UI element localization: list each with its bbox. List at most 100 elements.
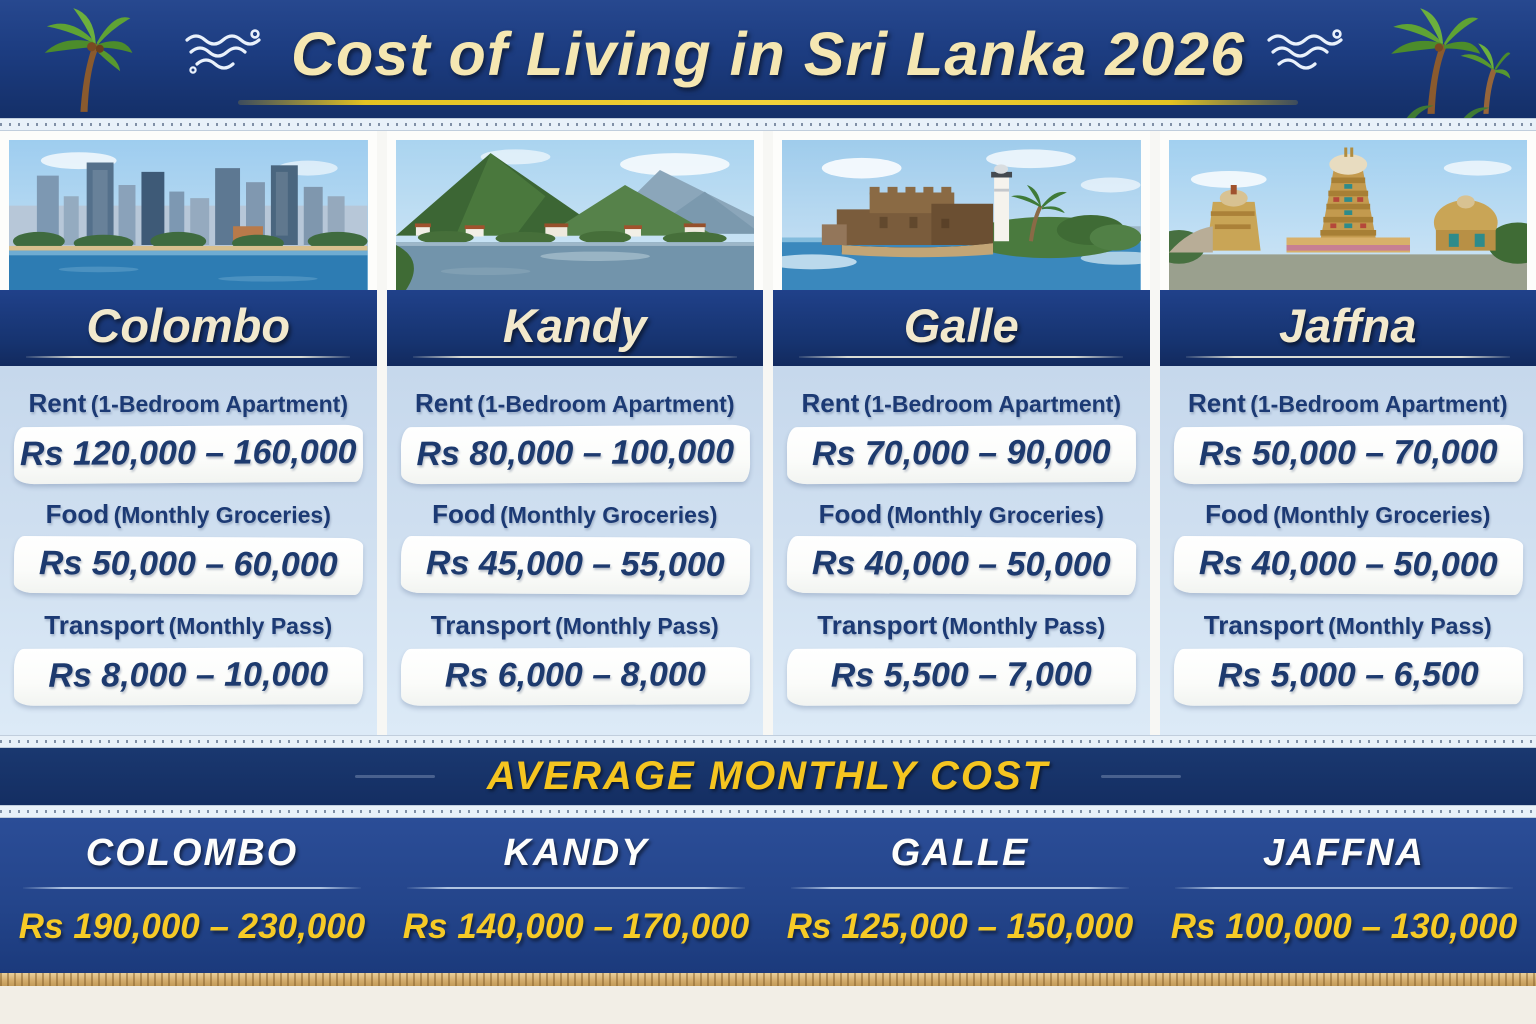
summary-cell-colombo: COLOMBO Rs 190,000 – 230,000 bbox=[0, 832, 384, 947]
stitch-divider-mid-2 bbox=[0, 805, 1536, 818]
cost-sublabel: (Monthly Groceries) bbox=[1273, 502, 1491, 528]
cost-sublabel: (1-Bedroom Apartment) bbox=[90, 391, 348, 417]
cost-sublabel: (Monthly Pass) bbox=[1328, 613, 1492, 639]
value-stripe: Rs 8,000 – 10,000 bbox=[13, 647, 363, 706]
cost-value: Rs 80,000 – 100,000 bbox=[415, 432, 734, 474]
cost-item-transport: Transport (Monthly Pass) Rs 5,500 – 7,00… bbox=[781, 610, 1142, 706]
cost-value: Rs 120,000 – 160,000 bbox=[19, 432, 357, 474]
cost-item-rent: Rent (1-Bedroom Apartment) Rs 120,000 – … bbox=[8, 388, 369, 485]
city-name-kandy: Kandy bbox=[502, 298, 647, 352]
galle-costs: Rent (1-Bedroom Apartment) Rs 70,000 – 9… bbox=[773, 366, 1150, 735]
galle-photo bbox=[782, 140, 1141, 290]
cost-sublabel: (1-Bedroom Apartment) bbox=[863, 391, 1121, 417]
kandy-costs: Rent (1-Bedroom Apartment) Rs 80,000 – 1… bbox=[386, 366, 763, 735]
cost-label: Food bbox=[432, 499, 496, 529]
waves-right-icon bbox=[1267, 29, 1343, 70]
cost-value: Rs 6,000 – 8,000 bbox=[444, 655, 706, 695]
cost-label-line: Transport (Monthly Pass) bbox=[395, 610, 756, 641]
summary-value: Rs 100,000 – 130,000 bbox=[1170, 907, 1518, 946]
value-stripe: Rs 80,000 – 100,000 bbox=[400, 424, 750, 485]
cost-sublabel: (Monthly Pass) bbox=[168, 613, 333, 639]
summary-value: Rs 125,000 – 150,000 bbox=[786, 907, 1134, 946]
cost-label-line: Food (Monthly Groceries) bbox=[781, 499, 1142, 530]
cost-item-transport: Transport (Monthly Pass) Rs 5,000 – 6,50… bbox=[1168, 610, 1529, 706]
cost-label: Transport bbox=[44, 610, 165, 640]
cost-label-line: Rent (1-Bedroom Apartment) bbox=[395, 388, 756, 419]
cost-label-line: Transport (Monthly Pass) bbox=[1168, 610, 1529, 641]
cost-label: Transport bbox=[430, 610, 551, 640]
summary-cell-galle: GALLE Rs 125,000 – 150,000 bbox=[768, 832, 1152, 947]
cost-sublabel: (Monthly Groceries) bbox=[886, 502, 1104, 528]
cost-value: Rs 50,000 – 60,000 bbox=[38, 544, 338, 584]
kandy-photo bbox=[395, 140, 754, 290]
cost-value: Rs 40,000 – 50,000 bbox=[811, 544, 1111, 584]
value-stripe: Rs 45,000 – 55,000 bbox=[400, 535, 750, 596]
header-banner: Cost of Living in Sri Lanka 2026 bbox=[0, 0, 1536, 118]
jaffna-costs: Rent (1-Bedroom Apartment) Rs 50,000 – 7… bbox=[1159, 366, 1536, 735]
value-stripe: Rs 70,000 – 90,000 bbox=[786, 424, 1136, 485]
city-name-band: Jaffna bbox=[1159, 290, 1536, 366]
cost-label: Rent bbox=[801, 388, 860, 418]
cost-label-line: Food (Monthly Groceries) bbox=[395, 499, 756, 530]
cost-value: Rs 70,000 – 90,000 bbox=[811, 432, 1111, 474]
cost-sublabel: (Monthly Pass) bbox=[555, 613, 719, 639]
value-stripe: Rs 50,000 – 70,000 bbox=[1173, 424, 1523, 485]
title-underline bbox=[238, 100, 1298, 105]
palm-trees-right-icon bbox=[1391, 8, 1511, 118]
summary-cell-kandy: KANDY Rs 140,000 – 170,000 bbox=[384, 832, 768, 947]
cost-label: Rent bbox=[414, 388, 473, 418]
gold-trim-border bbox=[0, 973, 1536, 986]
city-card-colombo: Colombo Rent (1-Bedroom Apartment) Rs 12… bbox=[0, 131, 377, 735]
colombo-costs: Rent (1-Bedroom Apartment) Rs 120,000 – … bbox=[0, 366, 377, 735]
cost-sublabel: (1-Bedroom Apartment) bbox=[477, 391, 735, 417]
summary-underline bbox=[1175, 887, 1513, 889]
cost-sublabel: (Monthly Pass) bbox=[941, 613, 1106, 639]
city-card-galle: Galle Rent (1-Bedroom Apartment) Rs 70,0… bbox=[773, 131, 1150, 735]
title-dash-left bbox=[354, 775, 435, 778]
jaffna-photo bbox=[1168, 140, 1527, 290]
cost-item-food: Food (Monthly Groceries) Rs 45,000 – 55,… bbox=[395, 499, 756, 596]
summary-value: Rs 190,000 – 230,000 bbox=[18, 907, 366, 946]
cost-value: Rs 8,000 – 10,000 bbox=[48, 655, 329, 695]
cost-label-line: Food (Monthly Groceries) bbox=[1168, 499, 1529, 530]
city-cards-row: Colombo Rent (1-Bedroom Apartment) Rs 12… bbox=[0, 131, 1536, 735]
cost-label-line: Transport (Monthly Pass) bbox=[781, 610, 1142, 641]
stitch-divider-mid-1 bbox=[0, 735, 1536, 748]
cost-label: Rent bbox=[1187, 388, 1246, 418]
cost-label: Food bbox=[818, 499, 883, 529]
summary-city-name: GALLE bbox=[890, 832, 1030, 874]
cost-item-rent: Rent (1-Bedroom Apartment) Rs 50,000 – 7… bbox=[1168, 388, 1529, 485]
stitch-divider-top bbox=[0, 118, 1536, 131]
summary-cell-jaffna: JAFFNA Rs 100,000 – 130,000 bbox=[1152, 832, 1536, 947]
cost-value: Rs 50,000 – 70,000 bbox=[1198, 432, 1498, 474]
cost-sublabel: (1-Bedroom Apartment) bbox=[1250, 391, 1508, 417]
summary-title: AVERAGE MONTHLY COST bbox=[486, 754, 1050, 798]
summary-underline bbox=[407, 887, 745, 889]
summary-title-band: AVERAGE MONTHLY COST bbox=[0, 748, 1536, 805]
cost-label-line: Transport (Monthly Pass) bbox=[8, 610, 369, 641]
cost-sublabel: (Monthly Groceries) bbox=[113, 502, 331, 528]
city-name-colombo: Colombo bbox=[86, 298, 291, 352]
summary-underline bbox=[791, 887, 1129, 889]
value-stripe: Rs 6,000 – 8,000 bbox=[400, 647, 750, 706]
summary-city-name: KANDY bbox=[503, 832, 649, 874]
city-name-band: Colombo bbox=[0, 290, 377, 366]
cost-label: Rent bbox=[28, 388, 87, 418]
city-name-band: Kandy bbox=[386, 290, 763, 366]
value-stripe: Rs 50,000 – 60,000 bbox=[13, 535, 363, 596]
city-name-jaffna: Jaffna bbox=[1278, 298, 1417, 352]
cost-item-food: Food (Monthly Groceries) Rs 40,000 – 50,… bbox=[1168, 499, 1529, 596]
value-stripe: Rs 5,000 – 6,500 bbox=[1173, 647, 1523, 706]
cost-label: Transport bbox=[817, 610, 938, 640]
summary-city-name: JAFFNA bbox=[1263, 832, 1425, 874]
value-stripe: Rs 40,000 – 50,000 bbox=[786, 535, 1136, 596]
value-stripe: Rs 120,000 – 160,000 bbox=[13, 424, 363, 485]
cost-label-line: Rent (1-Bedroom Apartment) bbox=[8, 388, 369, 419]
city-name-galle: Galle bbox=[903, 298, 1019, 352]
palm-tree-left-icon bbox=[44, 8, 133, 112]
cost-item-rent: Rent (1-Bedroom Apartment) Rs 70,000 – 9… bbox=[781, 388, 1142, 485]
city-card-jaffna: Jaffna Rent (1-Bedroom Apartment) Rs 50,… bbox=[1159, 131, 1536, 735]
cost-label-line: Food (Monthly Groceries) bbox=[8, 499, 369, 530]
value-stripe: Rs 40,000 – 50,000 bbox=[1173, 535, 1523, 596]
page-title: Cost of Living in Sri Lanka 2026 bbox=[291, 20, 1245, 88]
